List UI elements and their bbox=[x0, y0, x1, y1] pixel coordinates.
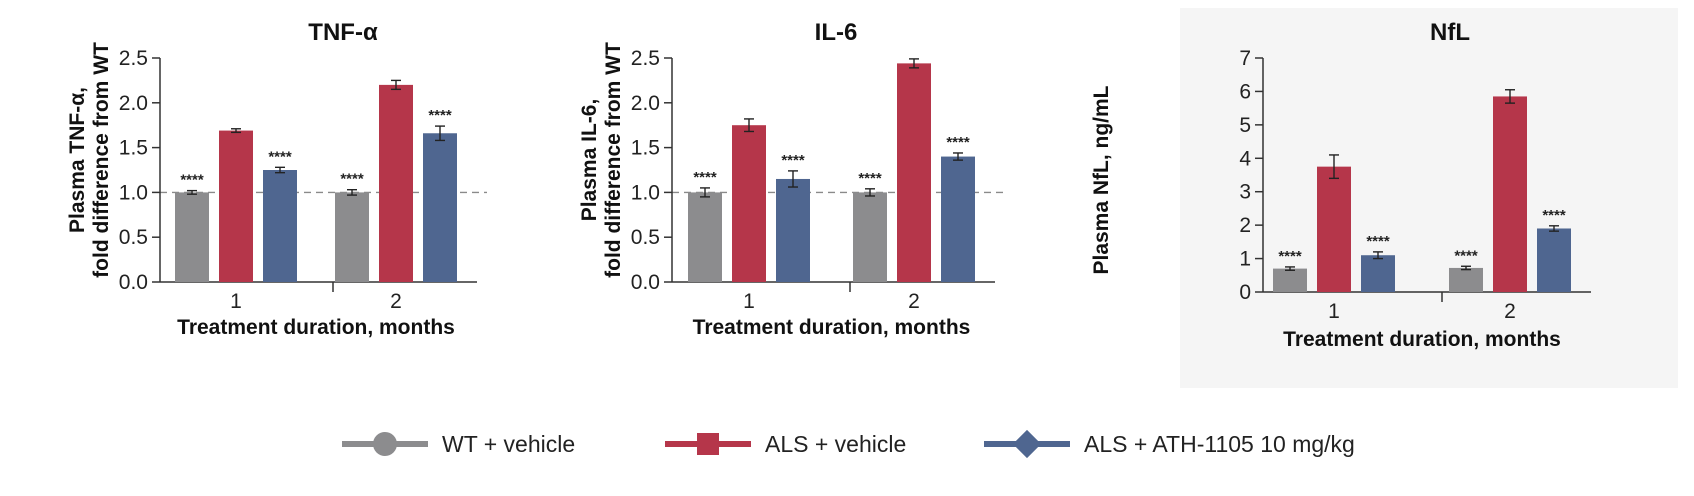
nfl-y-tick-label: 1 bbox=[1239, 248, 1251, 271]
nfl-bar-wt-1 bbox=[1273, 268, 1307, 292]
charts-canvas: TNF-α 0.0 0.5 1.0 1.5 2.0 2.5 **** **** **** **** 1… bbox=[66, 19, 1591, 351]
legend-label-als: ALS + vehicle bbox=[765, 430, 907, 457]
il6-significance-label: **** bbox=[781, 152, 805, 169]
nfl-significance-label: **** bbox=[1366, 233, 1390, 250]
legend-line-wt bbox=[342, 432, 428, 456]
il6-x-tick-label: 2 bbox=[908, 290, 920, 313]
circle-marker-icon bbox=[373, 432, 397, 456]
il6-y-tick-label: 2.5 bbox=[631, 47, 660, 70]
il6-x-axis-label: Treatment duration, months bbox=[693, 316, 971, 339]
il6-bar-wt-2 bbox=[853, 192, 887, 282]
tnf-bar-als-1 bbox=[219, 130, 253, 282]
nfl-chart-title: NfL bbox=[1430, 19, 1470, 46]
il6-y-tick-label: 0.5 bbox=[631, 226, 660, 249]
tnf-bar-wt-2 bbox=[335, 192, 369, 282]
il6-significance-label: **** bbox=[946, 134, 970, 151]
nfl-bar-als-1 bbox=[1317, 166, 1351, 292]
il6-y-tick-label: 0.0 bbox=[631, 271, 660, 294]
tnf-y-axis-label: Plasma TNF-α, bbox=[66, 87, 89, 233]
nfl-significance-label: **** bbox=[1278, 248, 1302, 265]
il6-y-tick-label: 1.5 bbox=[631, 137, 660, 160]
tnf-x-axis-label: Treatment duration, months bbox=[177, 316, 455, 339]
tnf-bar-wt-1 bbox=[175, 192, 209, 282]
il6-bar-ath-2 bbox=[941, 156, 975, 282]
il6-y-tick-label: 1.0 bbox=[631, 181, 660, 204]
nfl-y-tick-label: 6 bbox=[1239, 80, 1251, 103]
il6-bar-als-1 bbox=[732, 125, 766, 282]
legend: WT + vehicle ALS + vehicle ALS + ATH-110… bbox=[0, 420, 1694, 470]
tnf-bar-als-2 bbox=[379, 84, 413, 282]
tnf-y-axis-label: fold difference from WT bbox=[90, 42, 113, 278]
tnf-significance-label: **** bbox=[340, 171, 364, 188]
il6-significance-label: **** bbox=[858, 170, 882, 187]
il6-y-axis-label: fold difference from WT bbox=[602, 42, 625, 278]
il6-y-axis-label: Plasma IL-6, bbox=[578, 99, 601, 222]
tnf-y-tick-label: 1.5 bbox=[119, 137, 148, 160]
il6-bar-wt-1 bbox=[688, 192, 722, 282]
nfl-y-tick-label: 0 bbox=[1239, 281, 1251, 304]
il6-bar-ath-1 bbox=[776, 178, 810, 282]
tnf-y-tick-label: 2.0 bbox=[119, 92, 148, 115]
nfl-y-tick-label: 5 bbox=[1239, 114, 1251, 137]
tnf-x-tick-label: 2 bbox=[390, 290, 402, 313]
il6-bar-als-2 bbox=[897, 63, 931, 282]
tnf-y-tick-label: 2.5 bbox=[119, 47, 148, 70]
nfl-y-tick-label: 3 bbox=[1239, 181, 1251, 204]
tnf-x-tick-label: 1 bbox=[230, 290, 242, 313]
legend-item-als: ALS + vehicle bbox=[665, 426, 906, 462]
nfl-x-tick-label: 2 bbox=[1504, 300, 1516, 323]
nfl-y-axis-label: Plasma NfL, ng/mL bbox=[1090, 85, 1113, 274]
nfl-x-tick-label: 1 bbox=[1328, 300, 1340, 323]
tnf-chart-title: TNF-α bbox=[308, 19, 378, 46]
nfl-bar-als-2 bbox=[1493, 96, 1527, 292]
square-marker-icon bbox=[697, 433, 719, 455]
diamond-marker-icon bbox=[1012, 429, 1042, 459]
legend-item-ath: ALS + ATH-1105 10 mg/kg bbox=[984, 426, 1355, 462]
legend-label-wt: WT + vehicle bbox=[442, 430, 576, 457]
nfl-bar-ath-2 bbox=[1537, 228, 1571, 292]
tnf-significance-label: **** bbox=[268, 148, 292, 165]
il6-y-tick-label: 2.0 bbox=[631, 92, 660, 115]
tnf-bar-ath-2 bbox=[423, 133, 457, 282]
nfl-y-tick-label: 2 bbox=[1239, 214, 1251, 237]
nfl-significance-label: **** bbox=[1542, 207, 1566, 224]
tnf-y-tick-label: 1.0 bbox=[119, 181, 148, 204]
legend-line-als bbox=[665, 433, 751, 455]
il6-x-tick-label: 1 bbox=[743, 290, 755, 313]
tnf-bar-ath-1 bbox=[263, 170, 297, 282]
il6-significance-label: **** bbox=[693, 169, 717, 186]
nfl-significance-label: **** bbox=[1454, 247, 1478, 264]
legend-item-wt: WT + vehicle bbox=[342, 426, 575, 462]
nfl-x-axis-label: Treatment duration, months bbox=[1283, 328, 1561, 351]
tnf-significance-label: **** bbox=[428, 107, 452, 124]
nfl-bar-ath-1 bbox=[1361, 255, 1395, 292]
il6-chart-title: IL-6 bbox=[815, 19, 858, 46]
tnf-y-tick-label: 0.0 bbox=[119, 271, 148, 294]
legend-line-ath bbox=[984, 429, 1070, 459]
tnf-y-tick-label: 0.5 bbox=[119, 226, 148, 249]
nfl-y-tick-label: 7 bbox=[1239, 47, 1251, 70]
legend-label-ath: ALS + ATH-1105 10 mg/kg bbox=[1084, 430, 1355, 457]
nfl-y-tick-label: 4 bbox=[1239, 147, 1251, 170]
nfl-bar-wt-2 bbox=[1449, 267, 1483, 292]
tnf-significance-label: **** bbox=[180, 172, 204, 189]
